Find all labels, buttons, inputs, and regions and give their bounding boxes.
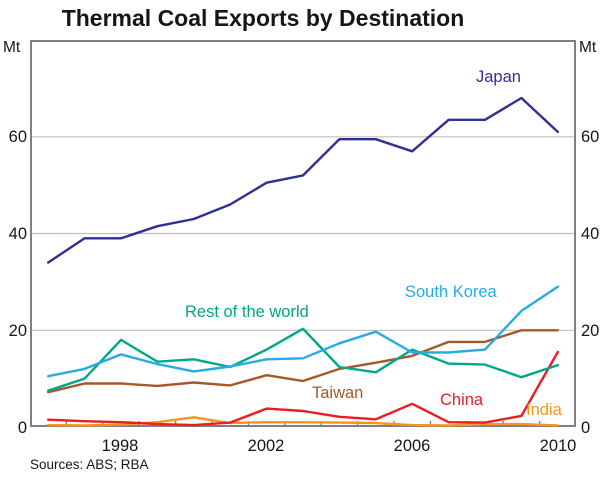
xtick-label-1998: 1998	[101, 437, 139, 455]
series-label-india: India	[526, 401, 562, 419]
series-line-rest-of-the-world	[47, 327, 559, 392]
ytick-label-60-left: 60	[8, 128, 27, 146]
ytick-label-40-left: 40	[8, 225, 27, 243]
series-line-japan	[47, 96, 559, 264]
series-label-china: China	[440, 391, 484, 409]
ytick-label-40-right: 40	[581, 225, 600, 243]
series-line-south-korea	[47, 285, 559, 378]
ytick-label-60-right: 60	[581, 128, 600, 146]
series-line-china	[47, 350, 559, 427]
y-axis-unit-left: Mt	[3, 39, 21, 56]
ytick-label-0-right: 0	[581, 419, 591, 437]
xtick-label-2010: 2010	[539, 437, 577, 455]
chart-title: Thermal Coal Exports by Destination	[61, 5, 465, 31]
ytick-label-0-left: 0	[17, 419, 27, 437]
series-label-rest-of-the-world: Rest of the world	[185, 303, 309, 321]
plot-frame	[30, 40, 576, 427]
series-label-taiwan: Taiwan	[312, 384, 364, 402]
y-axis-unit-right: Mt	[579, 39, 597, 56]
series-label-south-korea: South Korea	[405, 283, 497, 301]
ytick-label-20-right: 20	[581, 322, 600, 340]
xtick-label-2006: 2006	[393, 437, 431, 455]
series-line-taiwan	[47, 329, 559, 394]
ytick-label-20-left: 20	[8, 322, 27, 340]
source-note: Sources: ABS; RBA	[30, 457, 149, 472]
xtick-label-2002: 2002	[247, 437, 285, 455]
series-label-japan: Japan	[476, 68, 521, 86]
